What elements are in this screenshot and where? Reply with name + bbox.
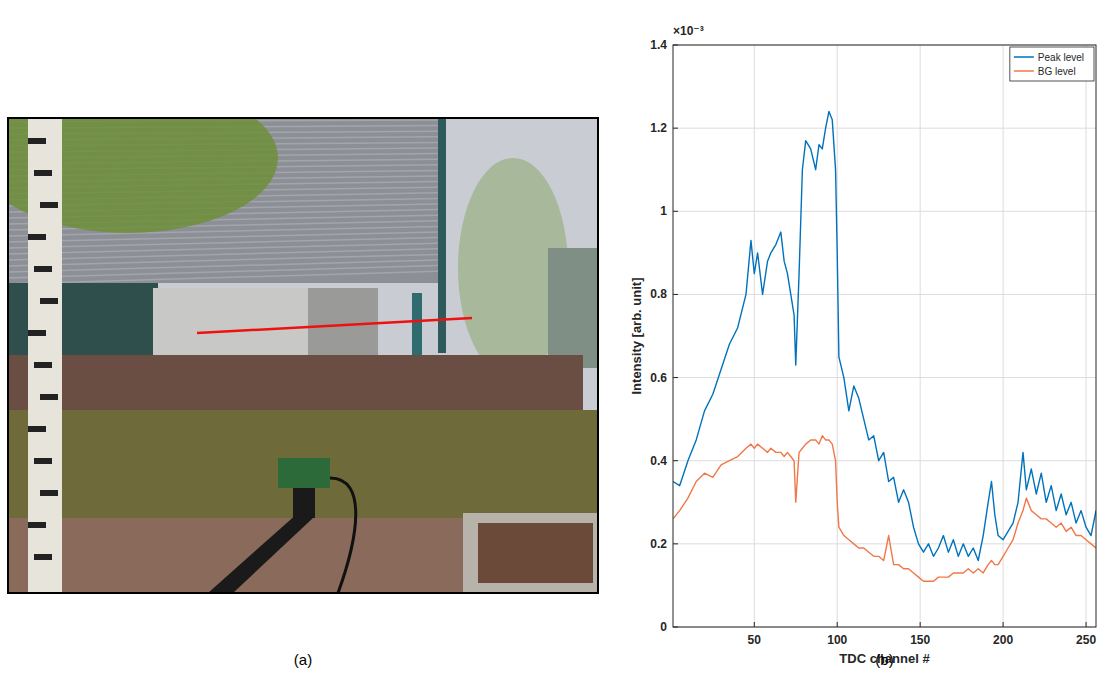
y-tick xyxy=(673,211,678,212)
cable xyxy=(330,478,356,593)
legend-box xyxy=(1010,47,1094,81)
birch-mark xyxy=(40,394,58,400)
y-tick-label: 0.8 xyxy=(650,287,667,301)
x-tick-label: 50 xyxy=(748,633,762,647)
birch-mark xyxy=(40,202,58,208)
legend-label: Peak level xyxy=(1038,52,1084,63)
y-tick xyxy=(673,128,678,129)
x-grid-line xyxy=(920,45,921,627)
birch-mark xyxy=(40,298,58,304)
series-line xyxy=(673,436,1096,582)
birch-mark xyxy=(34,362,52,368)
birch-trunk xyxy=(28,118,62,593)
y-tick xyxy=(673,460,678,461)
y-grid-line xyxy=(673,128,1096,129)
tripod-leg xyxy=(208,513,313,593)
legend: Peak level BG level xyxy=(1010,47,1094,81)
photo xyxy=(8,118,598,593)
legend-swatch xyxy=(1014,56,1034,58)
facade-stripe xyxy=(8,260,438,272)
figure: 00.20.40.60.811.21.450100150200250TDC ch… xyxy=(0,0,1107,696)
y-tick-label: 0 xyxy=(660,620,667,634)
y-grid-line xyxy=(673,377,1096,378)
x-tick xyxy=(920,622,921,627)
birch-mark xyxy=(28,522,46,528)
facade-edge xyxy=(438,118,446,353)
legend-swatch xyxy=(1014,70,1034,72)
x-tick xyxy=(754,622,755,627)
facade-stripe xyxy=(8,249,438,260)
birch-mark xyxy=(34,554,52,560)
birch-mark xyxy=(28,426,46,432)
x-tick xyxy=(837,622,838,627)
tripod-head xyxy=(293,488,315,518)
birch-mark xyxy=(34,266,52,272)
y-grid-line xyxy=(673,543,1096,544)
axis-multiplier: ×10⁻³ xyxy=(673,24,704,38)
birch-mark xyxy=(28,234,46,240)
planter-soil xyxy=(478,523,593,583)
y-tick xyxy=(673,377,678,378)
scan-line xyxy=(197,318,472,333)
y-tick-label: 0.6 xyxy=(650,371,667,385)
panel-label: (a) xyxy=(294,651,312,668)
y-tick-label: 1 xyxy=(660,204,667,218)
axes-frame xyxy=(673,45,1096,627)
planter xyxy=(463,513,598,593)
y-tick-label: 0.2 xyxy=(650,537,667,551)
y-tick xyxy=(673,543,678,544)
grass xyxy=(8,410,598,530)
photo-frame xyxy=(8,118,598,593)
hedge xyxy=(8,355,583,410)
series-group xyxy=(673,112,1096,582)
x-grid-line xyxy=(837,45,838,627)
y-tick-label: 1.4 xyxy=(650,38,667,52)
facade-stripe xyxy=(8,226,438,236)
x-tick xyxy=(1086,622,1087,627)
y-grid-line xyxy=(673,294,1096,295)
pavement xyxy=(8,518,598,593)
facade-stripe xyxy=(8,266,438,278)
x-tick xyxy=(1003,622,1004,627)
x-tick-label: 250 xyxy=(1076,633,1096,647)
y-grid-line xyxy=(673,211,1096,212)
facade-stripe xyxy=(8,271,438,284)
birch-mark xyxy=(34,458,52,464)
background-building xyxy=(548,248,598,368)
grid xyxy=(673,45,1096,627)
device-board xyxy=(278,458,330,488)
y-tick-label: 0.4 xyxy=(650,454,667,468)
birch-mark xyxy=(28,138,46,144)
y-tick-label: 1.2 xyxy=(650,121,667,135)
birch-mark xyxy=(40,490,58,496)
x-tick-label: 100 xyxy=(827,633,847,647)
x-tick-label: 150 xyxy=(910,633,930,647)
series-line xyxy=(673,112,1096,561)
birch-mark xyxy=(34,170,52,176)
facade-stripe xyxy=(8,254,438,266)
facade-stripe xyxy=(8,232,438,242)
legend-label: BG level xyxy=(1038,66,1076,77)
x-tick-label: 200 xyxy=(993,633,1013,647)
plot-background xyxy=(673,45,1096,627)
y-tick xyxy=(673,294,678,295)
panel-label: (b) xyxy=(875,651,893,668)
facade-stripe xyxy=(8,238,438,248)
facade-stripe xyxy=(8,243,438,254)
birch-mark xyxy=(28,330,46,336)
y-axis-title: Intensity [arb. unit] xyxy=(629,278,644,395)
x-grid-line xyxy=(754,45,755,627)
